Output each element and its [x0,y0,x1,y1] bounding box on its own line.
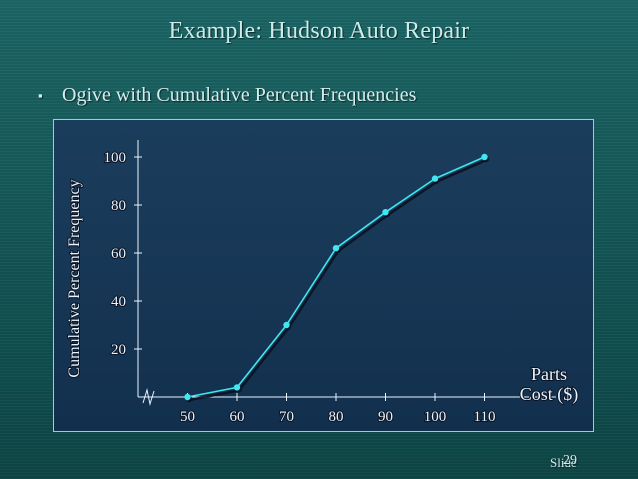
y-tick-label: 40 [111,294,126,310]
data-point [481,153,488,161]
y-tick-label: 100 [104,150,127,166]
data-point [382,209,389,216]
x-tick-label: 90 [378,409,393,425]
series-line-shadow [189,158,487,402]
slide-label: Slide [550,455,577,470]
ogive-chart: 20 40 60 80 100 50 60 70 80 90 100 110 Cumulative Pe… [65,140,579,426]
slide-title: Example: Hudson Auto Repair [168,18,470,44]
chart-panel: 20 40 60 80 100 50 60 70 80 90 100 110 Cumulative Pe… [53,119,594,432]
bullet-item: ▪ Ogive with Cumulative Percent Frequenc… [38,84,416,107]
data-point [332,245,340,252]
x-tick-label: 60 [230,409,245,425]
bullet-square-icon: ▪ [38,87,43,103]
data-point [233,384,241,391]
x-axis-title-line: Cost ($) [520,384,579,405]
x-tick-label: 50 [180,409,195,425]
y-axis-title: Cumulative Percent Frequency [66,179,83,377]
data-point [283,321,290,329]
x-tick-label: 100 [424,409,447,425]
series-line [187,156,485,398]
x-tick-label: 80 [329,409,344,425]
x-tick-label: 110 [474,409,496,425]
y-tick-label: 20 [111,342,126,358]
bullet-text: Ogive with Cumulative Percent Frequencie… [62,84,417,106]
y-tick-label: 60 [111,246,126,262]
y-tick-label: 80 [111,198,126,214]
x-axis-title-line: Parts [531,364,567,384]
axis-break-mark [142,388,155,406]
data-point [431,175,439,182]
x-tick-label: 70 [279,409,294,425]
data-point [184,393,191,401]
slide-number: 29 [563,453,577,468]
